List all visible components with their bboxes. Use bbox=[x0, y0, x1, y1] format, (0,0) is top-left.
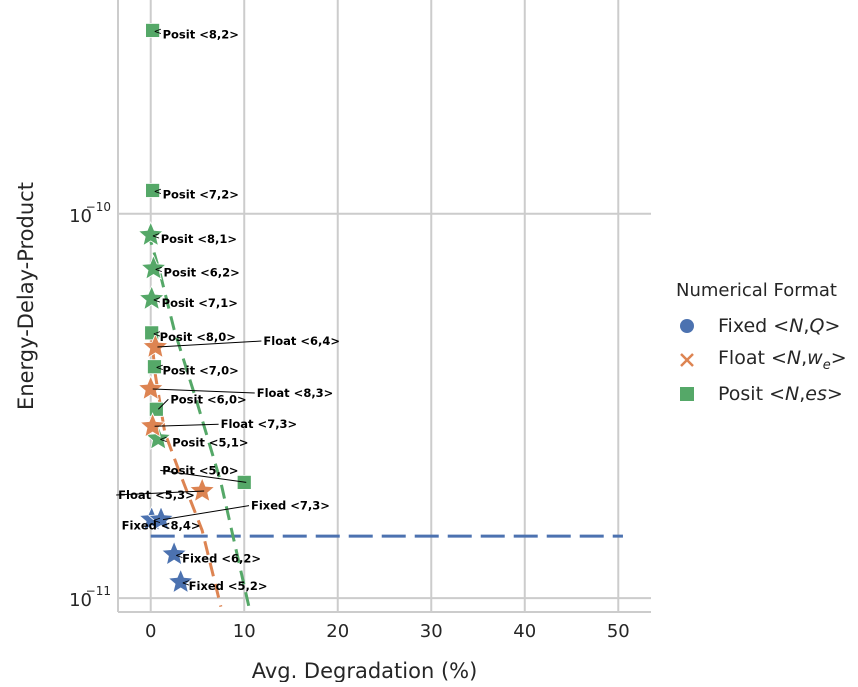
point-label: Fixed <8,4> bbox=[122, 519, 201, 533]
point-label: Fixed <6,2> bbox=[182, 551, 261, 565]
x-tick-label: 0 bbox=[145, 621, 156, 642]
float-point bbox=[137, 374, 165, 401]
x-tick-label: 30 bbox=[420, 621, 443, 642]
x-tick-label: 20 bbox=[326, 621, 349, 642]
annotation-arrowhead: < bbox=[154, 26, 162, 37]
annotation-arrowhead: < bbox=[159, 435, 167, 446]
annotation-leader bbox=[157, 398, 169, 410]
annotation-arrowhead: < bbox=[182, 578, 190, 589]
point-label: Float <5,3> bbox=[118, 488, 195, 502]
annotation-arrowhead: < bbox=[154, 186, 162, 197]
trend-line-posit bbox=[146, 230, 251, 607]
float-point bbox=[142, 333, 169, 359]
posit-point bbox=[138, 284, 165, 311]
point-label: Posit <7,0> bbox=[162, 364, 238, 378]
y-tick-exponent: −11 bbox=[86, 584, 111, 598]
y-axis-label: Energy-Delay-Product bbox=[14, 182, 38, 410]
legend-entry: Fixed <N,Q> bbox=[676, 309, 847, 343]
annotation-leader bbox=[116, 490, 205, 496]
posit-point bbox=[137, 221, 165, 247]
annotation-leader bbox=[154, 423, 219, 427]
annotation-leader bbox=[157, 340, 262, 348]
annotation-arrowhead: < bbox=[153, 295, 161, 306]
fixed-point bbox=[167, 568, 194, 594]
annotation-arrowhead: < bbox=[153, 329, 161, 340]
fixed-point bbox=[160, 540, 188, 566]
annotation-leader bbox=[162, 505, 250, 521]
y-tick-exponent: −10 bbox=[86, 200, 111, 214]
point-label: Posit <5,1> bbox=[172, 436, 248, 450]
x-tick-label: 10 bbox=[233, 621, 256, 642]
legend-marker-square bbox=[676, 383, 698, 405]
point-label: Float <8,3> bbox=[257, 386, 334, 400]
point-label: Posit <6,0> bbox=[170, 392, 246, 406]
float-point bbox=[188, 476, 216, 503]
point-label: Fixed <7,3> bbox=[251, 499, 330, 513]
legend-label: Float <N,we> bbox=[718, 347, 847, 373]
posit-point bbox=[145, 183, 160, 198]
point-label: Posit <8,2> bbox=[163, 27, 239, 41]
point-label: Posit <8,1> bbox=[161, 232, 237, 246]
point-label: Posit <7,2> bbox=[163, 187, 239, 201]
annotation-leader bbox=[160, 469, 247, 483]
legend-marker-x bbox=[676, 349, 698, 371]
annotation-arrowhead: < bbox=[155, 265, 163, 276]
annotation-arrowhead: < bbox=[155, 363, 163, 374]
legend-title: Numerical Format bbox=[676, 280, 837, 301]
float-point bbox=[139, 412, 166, 438]
x-axis-label: Avg. Degradation (%) bbox=[252, 659, 478, 682]
posit-point bbox=[140, 254, 167, 280]
fixed-point bbox=[147, 505, 175, 532]
point-label: Fixed <5,2> bbox=[189, 579, 268, 593]
point-label: Float <7,3> bbox=[221, 417, 298, 431]
legend-label: Posit <N,es> bbox=[718, 383, 843, 405]
legend-entry: Float <N,we> bbox=[676, 343, 847, 377]
legend-entry: Posit <N,es> bbox=[676, 377, 847, 411]
annotation-arrowhead: < bbox=[152, 231, 160, 242]
point-label: Posit <7,1> bbox=[162, 296, 238, 310]
x-tick-label: 40 bbox=[513, 621, 536, 642]
point-label: Posit <6,2> bbox=[164, 266, 240, 280]
annotation-arrowhead: < bbox=[175, 550, 183, 561]
posit-point bbox=[148, 401, 164, 417]
point-label: Float <6,4> bbox=[263, 334, 340, 348]
posit-point bbox=[147, 359, 162, 375]
annotation-arrowhead: < bbox=[153, 516, 161, 527]
y-tick-label: 10 bbox=[69, 590, 92, 611]
legend-label: Fixed <N,Q> bbox=[718, 315, 841, 337]
point-label: Posit <5,0> bbox=[162, 463, 238, 477]
point-label: Posit <8,0> bbox=[160, 330, 236, 344]
x-tick-label: 50 bbox=[607, 621, 630, 642]
legend-marker-circle bbox=[676, 315, 698, 337]
trend-line-float bbox=[149, 329, 223, 608]
annotation-leader bbox=[152, 388, 255, 394]
y-tick-label: 10 bbox=[69, 206, 92, 227]
posit-point bbox=[145, 23, 160, 38]
legend-entries: Fixed <N,Q> Float <N,we> Posit <N,es> bbox=[676, 309, 847, 411]
legend: Numerical Format Fixed <N,Q> Float <N,we>… bbox=[676, 280, 847, 411]
